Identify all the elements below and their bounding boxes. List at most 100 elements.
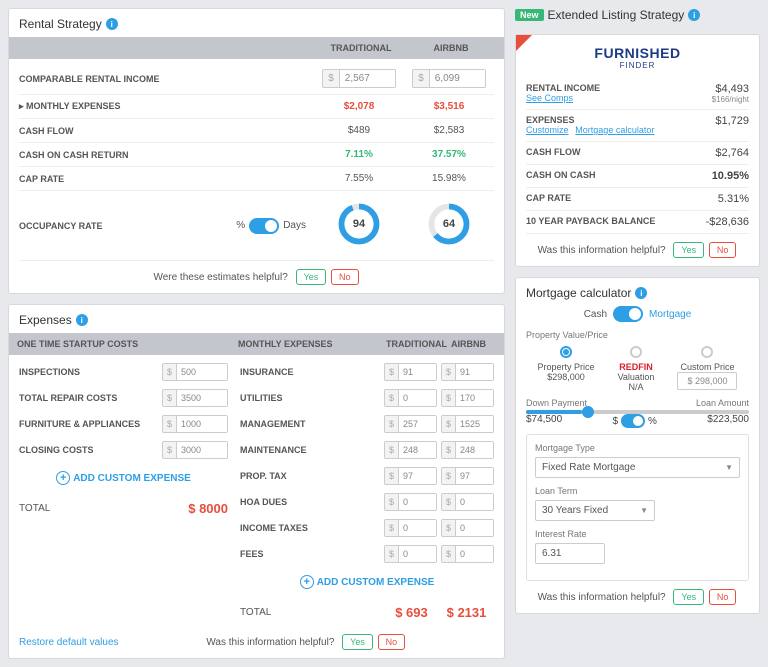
ext-coc-label: CASH ON CASH <box>526 170 596 182</box>
gauge-airbnb: 64 <box>428 203 470 245</box>
radio-property-price[interactable]: Property Price$298,000 <box>538 346 595 392</box>
startup-row: INSPECTIONS $ <box>19 359 228 385</box>
coc-label: CASH ON CASH RETURN <box>19 150 314 160</box>
monthly-input-t[interactable]: $ <box>384 519 437 537</box>
ext-exp-label: EXPENSES <box>526 115 654 125</box>
helpful-text: Was this information helpful? <box>538 245 666 256</box>
expenses-panel: Expensesi ONE TIME STARTUP COSTS INSPECT… <box>8 304 505 659</box>
monthly-input-t[interactable]: $ <box>384 389 437 407</box>
monthly-expenses-a: $3,516 <box>404 101 494 112</box>
ext-coc-val: 10.95% <box>712 170 749 182</box>
type-label: Mortgage Type <box>535 443 740 453</box>
info-icon[interactable]: i <box>635 287 647 299</box>
monthly-input-t[interactable]: $ <box>384 441 437 459</box>
interest-rate-input[interactable] <box>535 543 605 564</box>
no-button[interactable]: No <box>709 242 737 258</box>
monthly-input-a[interactable]: $ <box>441 545 494 563</box>
chevron-down-icon: ▼ <box>640 506 648 515</box>
helpful-text: Were these estimates helpful? <box>153 272 287 283</box>
info-icon[interactable]: i <box>106 18 118 30</box>
toggle-dollar: $ <box>612 416 618 427</box>
monthly-input-t[interactable]: $ <box>384 415 437 433</box>
monthly-row: FEES $ $ <box>240 541 494 567</box>
monthly-total-t: $ 693 <box>384 605 439 620</box>
monthly-input-t[interactable]: $ <box>384 467 437 485</box>
monthly-expenses-t: $2,078 <box>314 101 404 112</box>
monthly-input-a[interactable]: $ <box>441 389 494 407</box>
monthly-label: FEES <box>240 549 380 559</box>
monthly-input-t[interactable]: $ <box>384 545 437 563</box>
info-icon[interactable]: i <box>76 314 88 326</box>
add-custom-monthly[interactable]: +ADD CUSTOM EXPENSE <box>240 575 494 589</box>
info-icon[interactable]: i <box>688 9 700 21</box>
loan-label: Loan Amount <box>696 398 749 408</box>
monthly-label: PROP. TAX <box>240 471 380 481</box>
monthly-input-t[interactable]: $ <box>384 493 437 511</box>
corner-badge <box>516 35 532 51</box>
radio-custom-price[interactable]: Custom Price$ 298,000 <box>677 346 737 392</box>
monthly-input-a[interactable]: $ <box>441 363 494 381</box>
monthly-label: INSURANCE <box>240 367 380 377</box>
yes-button[interactable]: Yes <box>342 634 373 650</box>
comparable-traditional-input[interactable] <box>340 70 395 87</box>
startup-input[interactable]: $ <box>162 363 228 381</box>
yes-button[interactable]: Yes <box>296 269 327 285</box>
loan-term-select[interactable]: 30 Years Fixed▼ <box>535 500 655 521</box>
toggle-days: Days <box>283 220 306 231</box>
startup-label: FURNITURE & APPLIANCES <box>19 419 158 429</box>
ext-payback-val: -$28,636 <box>706 216 749 228</box>
startup-label: CLOSING COSTS <box>19 445 158 455</box>
mortgage-type-select[interactable]: Fixed Rate Mortgage▼ <box>535 457 740 478</box>
yes-button[interactable]: Yes <box>673 242 704 258</box>
ext-payback-label: 10 YEAR PAYBACK BALANCE <box>526 216 655 228</box>
monthly-input-a[interactable]: $ <box>441 519 494 537</box>
mortgage-calc-link[interactable]: Mortgage calculator <box>575 125 654 135</box>
monthly-label: MANAGEMENT <box>240 419 380 429</box>
customize-link[interactable]: Customize <box>526 125 569 135</box>
monthly-input-a[interactable]: $ <box>441 441 494 459</box>
tab-mortgage[interactable]: Mortgage <box>649 309 691 320</box>
no-button[interactable]: No <box>378 634 406 650</box>
monthly-total-a: $ 2131 <box>439 605 494 620</box>
startup-input[interactable]: $ <box>162 441 228 459</box>
extended-title: Extended Listing Strategy <box>548 8 685 22</box>
startup-row: FURNITURE & APPLIANCES $ <box>19 411 228 437</box>
comparable-airbnb-input[interactable] <box>430 70 485 87</box>
term-label: Loan Term <box>535 486 740 496</box>
monthly-total-label: TOTAL <box>240 607 384 618</box>
ext-cap-label: CAP RATE <box>526 193 571 205</box>
no-button[interactable]: No <box>709 589 737 605</box>
ext-income-val: $4,493 <box>712 83 749 95</box>
monthly-input-a[interactable]: $ <box>441 415 494 433</box>
monthly-expenses-label[interactable]: ▸ MONTHLY EXPENSES <box>19 101 314 112</box>
no-button[interactable]: No <box>331 269 359 285</box>
monthly-row: INCOME TAXES $ $ <box>240 515 494 541</box>
down-unit-toggle[interactable] <box>621 414 645 428</box>
radio-redfin[interactable]: REDFINValuationN/A <box>618 346 655 392</box>
add-custom-startup[interactable]: +ADD CUSTOM EXPENSE <box>19 471 228 485</box>
startup-input[interactable]: $ <box>162 389 228 407</box>
tab-cash[interactable]: Cash <box>584 309 607 320</box>
monthly-input-a[interactable]: $ <box>441 493 494 511</box>
cap-a: 15.98% <box>404 173 494 184</box>
startup-input[interactable]: $ <box>162 415 228 433</box>
occupancy-label: OCCUPANCY RATE <box>19 221 236 231</box>
see-comps-link[interactable]: See Comps <box>526 93 573 103</box>
mortgage-title: Mortgage calculator <box>526 286 631 300</box>
monthly-row: PROP. TAX $ $ <box>240 463 494 489</box>
monthly-row: MAINTENANCE $ $ <box>240 437 494 463</box>
rental-strategy-panel: Rental Strategyi TRADITIONAL AIRBNB COMP… <box>8 8 505 294</box>
restore-defaults[interactable]: Restore default values <box>19 637 119 648</box>
monthly-input-a[interactable]: $ <box>441 467 494 485</box>
loan-val: $223,500 <box>707 414 749 428</box>
ext-cashflow-label: CASH FLOW <box>526 147 581 159</box>
occupancy-toggle[interactable] <box>249 218 279 234</box>
down-val: $74,500 <box>526 414 562 428</box>
monthly-row: HOA DUES $ $ <box>240 489 494 515</box>
mortgage-toggle[interactable] <box>613 306 643 322</box>
mortgage-panel: Mortgage calculator i Cash Mortgage Prope… <box>515 277 760 614</box>
down-label: Down Payment <box>526 398 587 408</box>
cap-t: 7.55% <box>314 173 404 184</box>
yes-button[interactable]: Yes <box>673 589 704 605</box>
monthly-input-t[interactable]: $ <box>384 363 437 381</box>
